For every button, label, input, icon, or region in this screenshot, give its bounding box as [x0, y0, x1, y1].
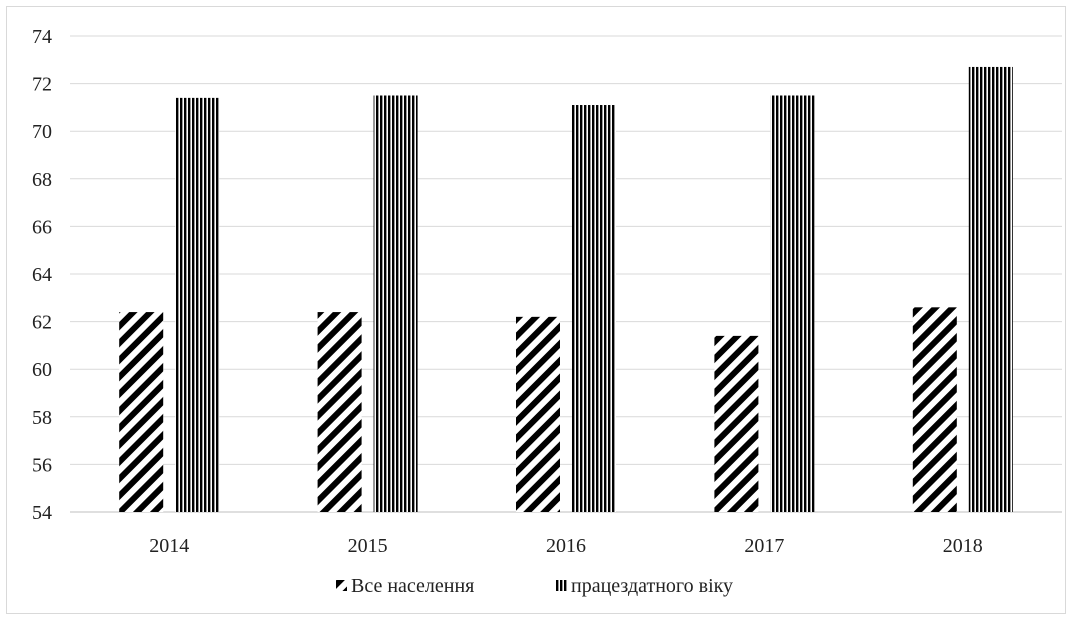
- bar-all-population-2016: [516, 317, 560, 512]
- y-tick-label: 58: [32, 407, 52, 429]
- y-tick-label: 56: [32, 454, 52, 476]
- x-tick-label: 2014: [149, 535, 189, 557]
- legend-label: працездатного віку: [571, 575, 733, 597]
- x-tick-label: 2017: [744, 535, 784, 557]
- bar-working-age-2016: [572, 105, 616, 512]
- legend-label: Все населення: [351, 575, 474, 597]
- y-tick-label: 70: [32, 121, 52, 143]
- bars: [119, 67, 1013, 512]
- x-axis-ticks: 2014 2015 2016 2017 2018: [149, 535, 983, 557]
- bar-all-population-2017: [714, 336, 758, 512]
- y-axis-ticks: 54 56 58 60 62 64 66 68 70 72 74: [32, 26, 52, 524]
- bar-all-population-2015: [318, 312, 362, 512]
- x-tick-label: 2016: [546, 535, 586, 557]
- y-tick-label: 72: [32, 74, 52, 96]
- bar-working-age-2018: [969, 67, 1013, 512]
- bar-working-age-2017: [770, 96, 814, 513]
- legend: Все населення працездатного віку: [336, 575, 733, 597]
- y-tick-label: 66: [32, 216, 52, 238]
- y-tick-label: 60: [32, 359, 52, 381]
- bar-working-age-2015: [374, 96, 418, 513]
- bar-all-population-2014: [119, 312, 163, 512]
- legend-swatch: [556, 580, 567, 591]
- x-tick-label: 2015: [348, 535, 388, 557]
- bar-all-population-2018: [913, 307, 957, 512]
- y-tick-label: 74: [32, 26, 52, 48]
- x-tick-label: 2018: [943, 535, 983, 557]
- y-tick-label: 62: [32, 312, 52, 334]
- y-tick-label: 54: [32, 502, 52, 524]
- legend-swatch: [336, 580, 347, 591]
- bar-working-age-2014: [175, 98, 219, 512]
- y-tick-label: 64: [32, 264, 52, 286]
- y-tick-label: 68: [32, 169, 52, 191]
